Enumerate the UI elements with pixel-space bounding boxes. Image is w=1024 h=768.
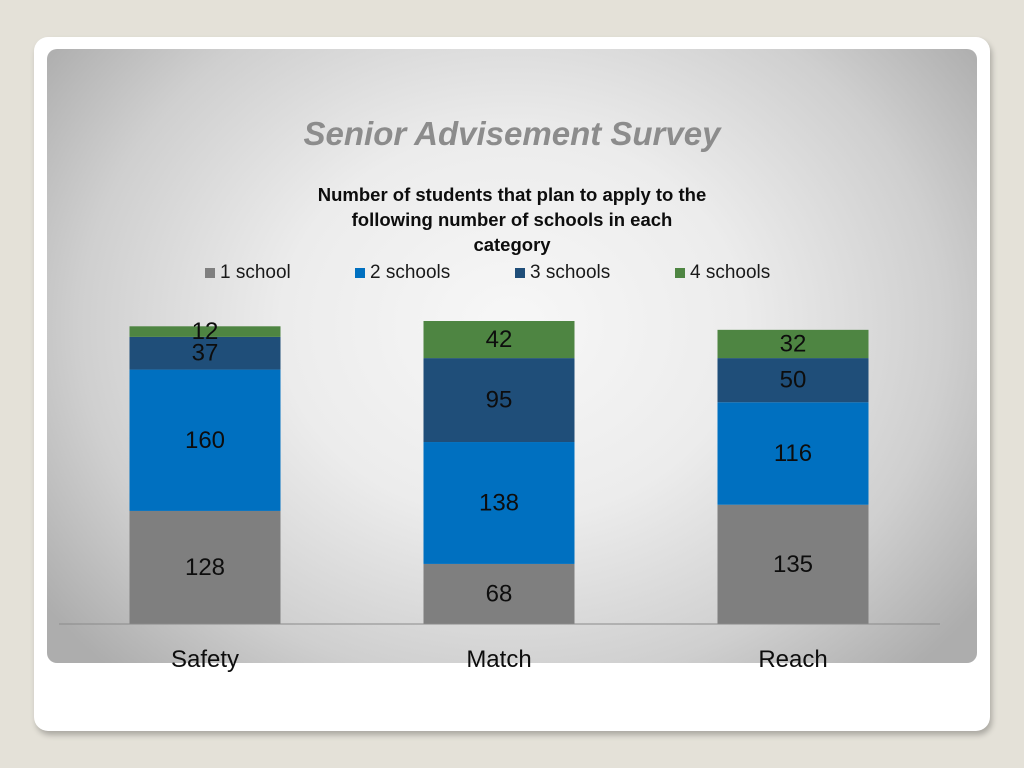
bar-safety-4-schools xyxy=(129,326,281,337)
chart-legend: 1 school 2 schools 3 schools 4 schools xyxy=(0,262,1024,288)
legend-item-3-schools: 3 schools xyxy=(515,262,610,284)
data-label-safety-4-schools: 12 xyxy=(192,318,219,345)
slide-title: Senior Advisement Survey xyxy=(303,115,721,152)
legend-label-2-schools: 2 schools xyxy=(370,262,451,283)
bar-match-2-schools xyxy=(423,442,575,564)
bar-safety-2-schools xyxy=(129,369,281,511)
legend-item-1-school: 1 school xyxy=(205,262,291,284)
legend-item-4-schools: 4 schools xyxy=(675,262,770,284)
bars-layer xyxy=(129,321,869,624)
bar-reach-1-school xyxy=(717,504,869,624)
bar-match-1-school xyxy=(423,563,575,624)
legend-swatch-1-school xyxy=(205,268,215,278)
data-label-reach-2-schools: 116 xyxy=(774,440,812,467)
bar-safety-1-school xyxy=(129,510,281,624)
bar-reach-2-schools xyxy=(717,402,869,505)
data-label-safety-1-school: 128 xyxy=(185,554,225,581)
category-label-safety: Safety xyxy=(171,646,239,673)
data-label-reach-4-schools: 32 xyxy=(780,330,807,357)
data-label-reach-1-school: 135 xyxy=(773,551,813,578)
bar-reach-3-schools xyxy=(717,358,869,403)
legend-label-4-schools: 4 schools xyxy=(690,262,771,283)
legend-swatch-2-schools xyxy=(355,268,365,278)
category-label-reach: Reach xyxy=(758,646,827,673)
data-label-reach-3-schools: 50 xyxy=(780,367,807,394)
category-label-match: Match xyxy=(466,646,531,673)
bar-safety-3-schools xyxy=(129,336,281,370)
data-label-safety-3-schools: 37 xyxy=(192,340,219,367)
legend-item-2-schools: 2 schools xyxy=(355,262,450,284)
legend-label-1-school: 1 school xyxy=(220,262,291,283)
data-label-match-2-schools: 138 xyxy=(479,489,519,516)
legend-label-3-schools: 3 schools xyxy=(530,262,611,283)
data-label-safety-2-schools: 160 xyxy=(185,427,225,454)
data-label-match-3-schools: 95 xyxy=(486,387,513,414)
legend-swatch-4-schools xyxy=(675,268,685,278)
data-label-match-4-schools: 42 xyxy=(486,326,513,353)
chart-title: Number of students that plan to apply to… xyxy=(317,184,707,255)
bar-match-3-schools xyxy=(423,358,575,443)
bar-reach-4-schools xyxy=(717,329,869,359)
bar-match-4-schools xyxy=(423,321,575,359)
data-label-match-1-school: 68 xyxy=(486,580,513,607)
legend-swatch-3-schools xyxy=(515,268,525,278)
